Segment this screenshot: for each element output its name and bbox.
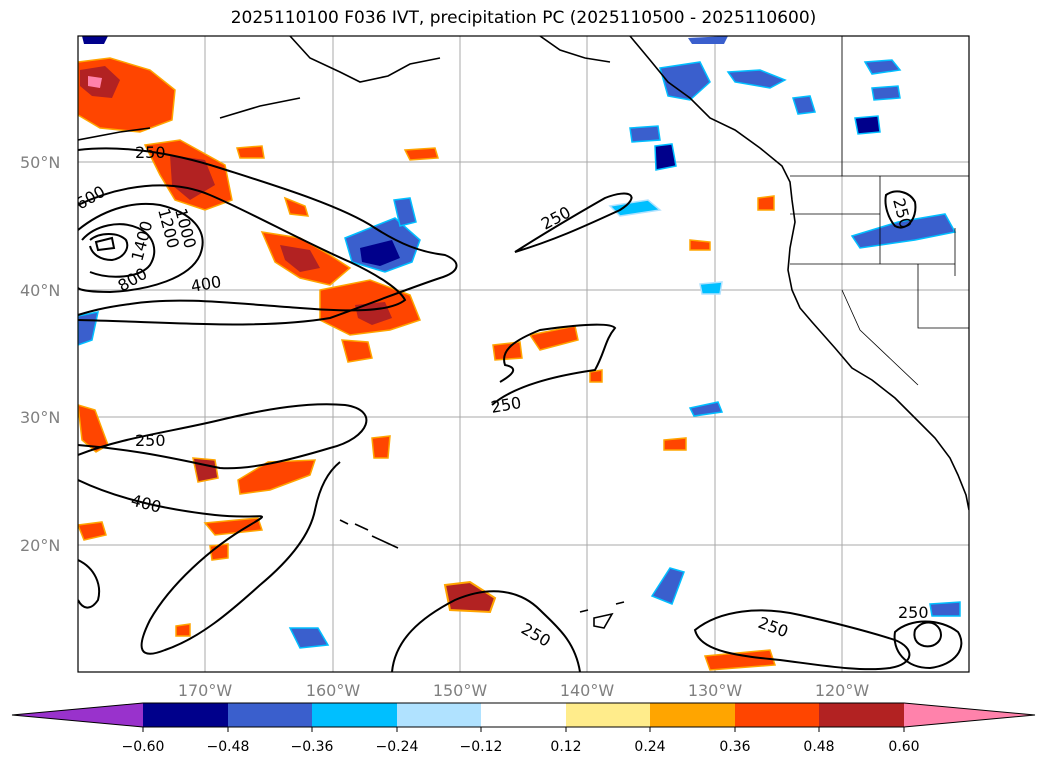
- colorbar-extend-low: [12, 703, 143, 727]
- contour-label: 250: [518, 619, 554, 651]
- lat-label: 50°N: [20, 153, 60, 172]
- contour-label: 250: [756, 613, 791, 641]
- colorbar-tick-label: −0.24: [376, 739, 419, 755]
- colorbar-tick-label: −0.48: [207, 739, 250, 755]
- colorbar-segment: [566, 703, 650, 727]
- colorbar: −0.60 −0.48 −0.36 −0.24 −0.12 0.12 0.24 …: [11, 702, 1036, 755]
- colorbar-tick-label: −0.60: [122, 739, 165, 755]
- contour-label: 250: [135, 431, 166, 450]
- colorbar-segment: [228, 703, 312, 727]
- contour-label: 250: [489, 393, 522, 417]
- colorbar-tick-label: −0.36: [291, 739, 334, 755]
- latitude-labels: 50°N 40°N 30°N 20°N: [20, 153, 60, 555]
- colorbar-ticks: [142, 727, 905, 732]
- contour-label: 400: [189, 272, 222, 296]
- lon-label: 150°W: [433, 681, 488, 700]
- colorbar-tick-label: 0.36: [719, 739, 750, 755]
- lon-label: 170°W: [178, 681, 233, 700]
- map-area: 250 600 1200 1000 1400 800 400 250 250 2…: [78, 36, 969, 672]
- map-title: 2025110100 F036 IVT, precipitation PC (2…: [230, 8, 817, 28]
- colorbar-tick-label: 0.24: [634, 739, 665, 755]
- contour-label: 250: [538, 202, 574, 233]
- colorbar-tick-label: −0.12: [460, 739, 503, 755]
- colorbar-segment: [312, 703, 397, 727]
- colorbar-segment: [819, 703, 904, 727]
- contour-label: 400: [129, 491, 163, 517]
- lat-label: 30°N: [20, 408, 60, 427]
- coastlines: [78, 36, 969, 629]
- contour-label: 250: [135, 143, 166, 162]
- colorbar-segment: [143, 703, 228, 727]
- colorbar-segment: [650, 703, 735, 727]
- lon-label: 130°W: [688, 681, 743, 700]
- colorbar-tick-label: 0.12: [550, 739, 581, 755]
- borders: [790, 36, 969, 386]
- colorbar-segment: [735, 703, 819, 727]
- lon-label: 140°W: [560, 681, 615, 700]
- lon-label: 120°W: [815, 681, 870, 700]
- ivt-contours: [78, 147, 963, 672]
- lon-label: 160°W: [306, 681, 361, 700]
- contour-label: 250: [898, 603, 929, 622]
- lat-label: 20°N: [20, 536, 60, 555]
- colorbar-segment: [481, 703, 566, 727]
- graticule: [78, 36, 969, 672]
- colorbar-segment: [397, 703, 481, 727]
- colorbar-extend-high: [904, 703, 1035, 727]
- longitude-labels: 170°W 160°W 150°W 140°W 130°W 120°W: [178, 681, 870, 700]
- precip-negative-areas: [78, 36, 961, 649]
- map-frame: [77, 35, 970, 673]
- colorbar-tick-labels: −0.60 −0.48 −0.36 −0.24 −0.12 0.12 0.24 …: [122, 739, 920, 755]
- lat-label: 40°N: [20, 281, 60, 300]
- contour-labels: 250 600 1200 1000 1400 800 400 250 250 2…: [78, 143, 929, 651]
- colorbar-tick-label: 0.48: [803, 739, 834, 755]
- colorbar-tick-label: 0.60: [888, 739, 919, 755]
